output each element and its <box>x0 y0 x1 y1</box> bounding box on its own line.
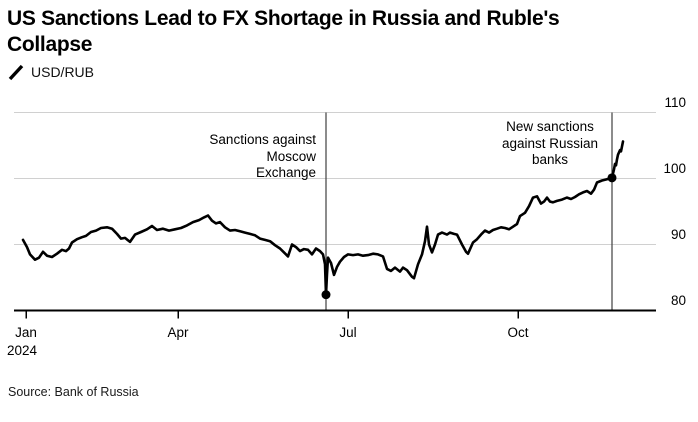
x-axis-year-label: 2024 <box>7 343 38 358</box>
annotation-moscow-exchange: Sanctions against Moscow Exchange <box>150 132 316 182</box>
chart-title: US Sanctions Lead to FX Shortage in Russ… <box>7 6 667 58</box>
chart-title-line-2: Collapse <box>7 33 93 56</box>
annotation-line: against Russian <box>501 135 599 151</box>
y-axis-tick-label: 90 <box>670 227 686 242</box>
y-axis-tick-label: 100 <box>663 161 686 176</box>
annotation-line: Exchange <box>255 165 316 180</box>
annotation-line: banks <box>531 152 569 167</box>
x-axis-tick-label: Oct <box>507 325 529 340</box>
annotation-russian-banks: New sanctions against Russian banks <box>490 119 610 169</box>
chart-title-line-1: US Sanctions Lead to FX Shortage in Russ… <box>7 7 560 30</box>
x-axis-tick-label: Jan <box>15 325 37 340</box>
annotation-line: New sanctions <box>506 119 594 134</box>
annotation-line: Sanctions against <box>209 132 316 147</box>
line-series-swatch-icon <box>8 64 24 81</box>
legend-label: USD/RUB <box>31 64 95 80</box>
y-axis-tick-label: 80 <box>670 293 686 308</box>
source-note: Source: Bank of Russia <box>8 385 139 399</box>
legend: USD/RUB <box>8 63 94 81</box>
x-axis-tick-label: Apr <box>167 325 189 340</box>
x-axis-tick-label: Jul <box>339 325 357 340</box>
y-axis-tick-label: 110 <box>664 95 686 110</box>
annotation-line: Moscow <box>266 148 316 164</box>
